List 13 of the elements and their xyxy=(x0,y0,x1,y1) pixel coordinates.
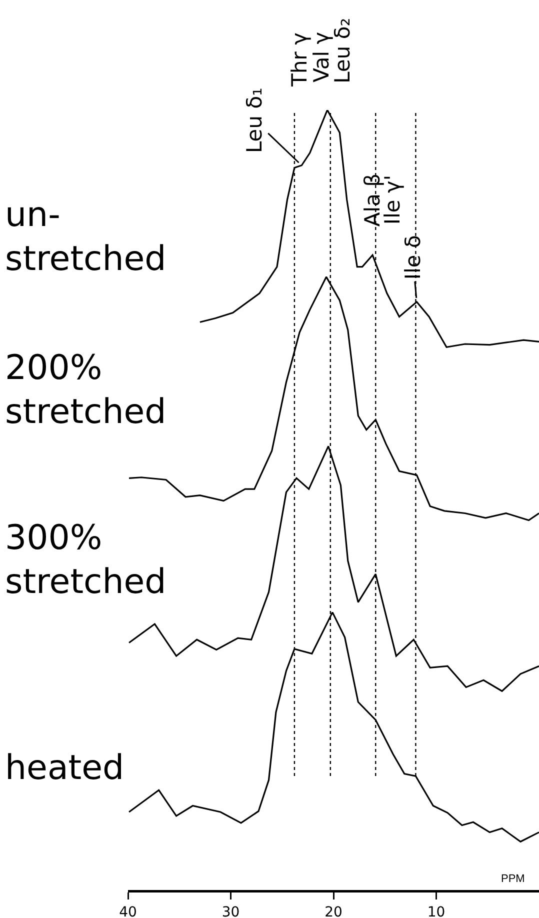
series-label: heated xyxy=(5,748,124,788)
x-axis-title: PPM xyxy=(501,873,525,885)
annotation: Ala β xyxy=(360,173,384,227)
series-label: 200% stretched xyxy=(5,348,166,432)
series-label: un- stretched xyxy=(5,195,166,280)
series-label: 300% stretched xyxy=(5,518,166,602)
annotation: Leu δ₁ xyxy=(242,88,266,154)
annotation: Ile δ xyxy=(400,235,425,280)
annotation: Thr γ xyxy=(287,32,312,88)
x-tick-label: 40 xyxy=(119,904,137,918)
x-tick-label: 10 xyxy=(427,904,446,918)
x-tick-label: 20 xyxy=(324,904,342,918)
x-tick-label: 30 xyxy=(222,904,240,918)
